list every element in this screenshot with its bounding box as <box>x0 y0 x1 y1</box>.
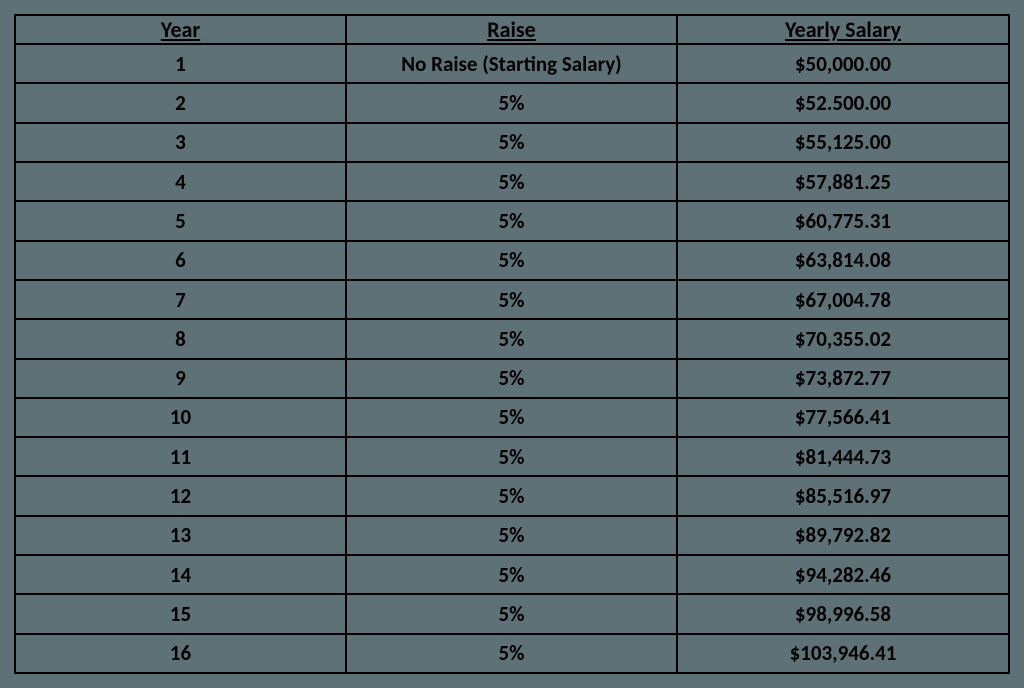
cell-salary: $63,814.08 <box>677 241 1009 280</box>
cell-raise: 5% <box>346 319 677 358</box>
table-row: 6 5% $63,814.08 <box>15 241 1009 280</box>
cell-year: 4 <box>15 162 346 201</box>
column-header-raise: Raise <box>346 15 677 44</box>
cell-raise: 5% <box>346 241 677 280</box>
cell-raise: 5% <box>346 83 677 122</box>
column-header-salary: Yearly Salary <box>677 15 1009 44</box>
cell-raise: 5% <box>346 516 677 555</box>
cell-salary: $98,996.58 <box>677 594 1009 633</box>
cell-salary: $50,000.00 <box>677 44 1009 83</box>
cell-year: 13 <box>15 516 346 555</box>
table-row: 2 5% $52.500.00 <box>15 83 1009 122</box>
cell-raise: 5% <box>346 555 677 594</box>
table-row: 7 5% $67,004.78 <box>15 280 1009 319</box>
cell-salary: $52.500.00 <box>677 83 1009 122</box>
table-row: 14 5% $94,282.46 <box>15 555 1009 594</box>
cell-year: 15 <box>15 594 346 633</box>
cell-raise: 5% <box>346 476 677 515</box>
table-body: 1 No Raise (Starting Salary) $50,000.00 … <box>15 44 1009 673</box>
cell-raise: 5% <box>346 594 677 633</box>
table-row: 3 5% $55,125.00 <box>15 123 1009 162</box>
cell-year: 11 <box>15 437 346 476</box>
table-row: 11 5% $81,444.73 <box>15 437 1009 476</box>
cell-year: 9 <box>15 359 346 398</box>
cell-raise: 5% <box>346 398 677 437</box>
cell-raise: 5% <box>346 634 677 673</box>
cell-year: 7 <box>15 280 346 319</box>
cell-raise: 5% <box>346 201 677 240</box>
cell-salary: $67,004.78 <box>677 280 1009 319</box>
table-header-row: Year Raise Yearly Salary <box>15 15 1009 44</box>
table-row: 13 5% $89,792.82 <box>15 516 1009 555</box>
cell-raise: No Raise (Starting Salary) <box>346 44 677 83</box>
cell-raise: 5% <box>346 437 677 476</box>
cell-salary: $77,566.41 <box>677 398 1009 437</box>
table-row: 16 5% $103,946.41 <box>15 634 1009 673</box>
cell-year: 16 <box>15 634 346 673</box>
cell-year: 5 <box>15 201 346 240</box>
table-row: 15 5% $98,996.58 <box>15 594 1009 633</box>
cell-salary: $85,516.97 <box>677 476 1009 515</box>
cell-salary: $73,872.77 <box>677 359 1009 398</box>
cell-salary: $89,792.82 <box>677 516 1009 555</box>
cell-raise: 5% <box>346 280 677 319</box>
column-header-year: Year <box>15 15 346 44</box>
cell-year: 10 <box>15 398 346 437</box>
cell-year: 2 <box>15 83 346 122</box>
cell-salary: $57,881.25 <box>677 162 1009 201</box>
cell-salary: $81,444.73 <box>677 437 1009 476</box>
table-row: 8 5% $70,355.02 <box>15 319 1009 358</box>
cell-salary: $103,946.41 <box>677 634 1009 673</box>
cell-salary: $70,355.02 <box>677 319 1009 358</box>
cell-year: 14 <box>15 555 346 594</box>
cell-year: 12 <box>15 476 346 515</box>
cell-salary: $55,125.00 <box>677 123 1009 162</box>
cell-year: 1 <box>15 44 346 83</box>
cell-raise: 5% <box>346 162 677 201</box>
salary-table: Year Raise Yearly Salary 1 No Raise (Sta… <box>14 14 1010 674</box>
cell-salary: $60,775.31 <box>677 201 1009 240</box>
table-row: 5 5% $60,775.31 <box>15 201 1009 240</box>
cell-year: 8 <box>15 319 346 358</box>
cell-year: 6 <box>15 241 346 280</box>
cell-raise: 5% <box>346 359 677 398</box>
table-row: 12 5% $85,516.97 <box>15 476 1009 515</box>
table-row: 9 5% $73,872.77 <box>15 359 1009 398</box>
cell-year: 3 <box>15 123 346 162</box>
cell-salary: $94,282.46 <box>677 555 1009 594</box>
table-row: 10 5% $77,566.41 <box>15 398 1009 437</box>
table-row: 1 No Raise (Starting Salary) $50,000.00 <box>15 44 1009 83</box>
cell-raise: 5% <box>346 123 677 162</box>
table-row: 4 5% $57,881.25 <box>15 162 1009 201</box>
